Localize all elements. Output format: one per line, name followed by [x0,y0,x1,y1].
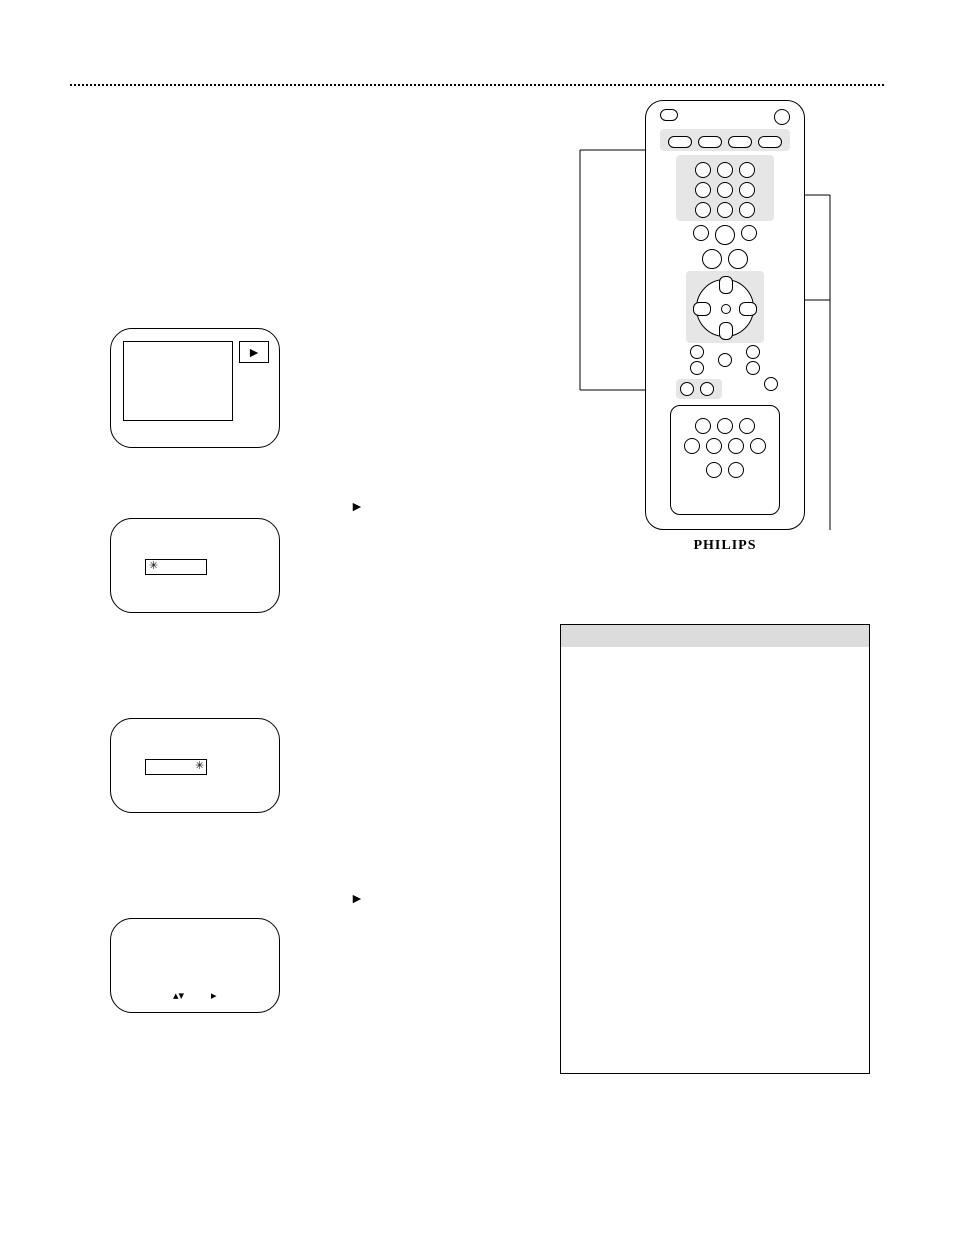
panel-btn-9[interactable] [728,462,744,478]
tips-box [560,624,870,1074]
dpad-down[interactable] [719,322,733,340]
shaded-btn-1[interactable] [680,382,694,396]
screen4: ▴▾ ▸ [110,918,280,1013]
mute-button[interactable] [718,353,732,367]
screen3: ✳ [110,718,280,813]
dpad-left[interactable] [693,302,711,316]
brand-label: PHILIPS [560,538,890,554]
ch-up[interactable] [746,345,760,359]
dpad-right[interactable] [739,302,757,316]
sparkle-icon-left: ✳ [149,559,158,572]
shaded-btn-2[interactable] [700,382,714,396]
remote-control [645,100,805,530]
transport-panel [670,405,780,515]
large-button-left[interactable] [702,249,722,269]
num-9[interactable] [739,202,755,218]
dpad-center[interactable] [721,304,731,314]
large-button-right[interactable] [728,249,748,269]
num-7[interactable] [695,202,711,218]
inline-play-icon-1: ► [350,498,364,514]
num-8[interactable] [717,202,733,218]
tips-box-header [561,625,869,647]
num-5[interactable] [717,182,733,198]
inline-play-icon-2: ► [350,890,364,906]
manual-page: ► ► ✳ ✳ ► ▴▾ ▸ [0,0,954,1235]
num-3[interactable] [739,162,755,178]
panel-btn-5[interactable] [706,438,722,454]
vol-up[interactable] [690,345,704,359]
mode-button-2[interactable] [698,136,722,148]
vol-down[interactable] [690,361,704,375]
num-6[interactable] [739,182,755,198]
panel-btn-8[interactable] [706,462,722,478]
num-4[interactable] [695,182,711,198]
power-button[interactable] [774,109,790,125]
num-0[interactable] [715,225,735,245]
remote-top-left-button[interactable] [660,109,678,121]
sparkle-icon-right: ✳ [195,759,204,772]
mode-button-3[interactable] [728,136,752,148]
panel-btn-7[interactable] [750,438,766,454]
dpad[interactable] [696,279,754,337]
updown-icon: ▴▾ [173,989,184,1002]
panel-btn-2[interactable] [717,418,733,434]
side-button[interactable] [764,377,778,391]
ch-down[interactable] [746,361,760,375]
num-2[interactable] [717,162,733,178]
dpad-up[interactable] [719,276,733,294]
mode-button-4[interactable] [758,136,782,148]
screen1-play-box: ► [239,341,269,363]
play-icon: ► [247,344,261,360]
screen1: ► [110,328,280,448]
screen2: ✳ [110,518,280,613]
aux-button-2[interactable] [741,225,757,241]
mode-button-1[interactable] [668,136,692,148]
panel-btn-3[interactable] [739,418,755,434]
panel-btn-4[interactable] [684,438,700,454]
play-small-icon: ▸ [211,989,217,1002]
right-column: PHILIPS [560,100,890,1074]
num-1[interactable] [695,162,711,178]
aux-button-1[interactable] [693,225,709,241]
panel-btn-6[interactable] [728,438,744,454]
screen1-inner [123,341,233,421]
dotted-rule [70,84,884,86]
panel-btn-1[interactable] [695,418,711,434]
